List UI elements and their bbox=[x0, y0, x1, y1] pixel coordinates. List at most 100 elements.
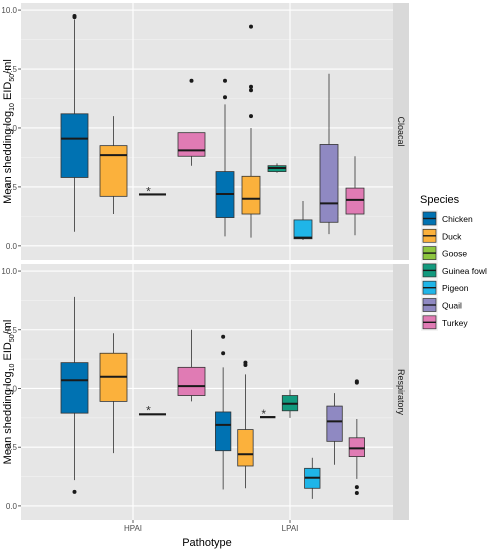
box-lpai-turkey bbox=[345, 156, 365, 236]
outlier-point bbox=[249, 114, 253, 119]
legend-item: Chicken bbox=[421, 210, 473, 227]
outlier-point bbox=[249, 88, 253, 93]
box-body bbox=[348, 437, 365, 457]
box-hpai-duck bbox=[99, 116, 128, 215]
box-body bbox=[345, 187, 365, 215]
legend-item: Quail bbox=[421, 296, 462, 314]
y-tick-label: 5.0 bbox=[6, 124, 18, 133]
box-body bbox=[237, 429, 254, 467]
box-lpai-pigeon bbox=[293, 201, 313, 240]
legend-title: Species bbox=[420, 194, 460, 206]
x-axis-title: Pathotype bbox=[182, 537, 232, 549]
y-tick-label: 10.0 bbox=[1, 6, 17, 15]
box-body bbox=[60, 362, 89, 414]
y-axis-title-part: 10 bbox=[9, 103, 16, 111]
outlier-point bbox=[354, 485, 359, 490]
box-lpai-duck bbox=[241, 24, 261, 238]
panels: 0.0 2.5 5.0 7.5 10.0 Cloacal * 0.0 2.5 5.0 7.5 10.0… bbox=[1, 3, 409, 520]
outlier-point bbox=[189, 78, 194, 83]
x-tick-label: HPAI bbox=[124, 524, 142, 533]
box-lpai-chicken bbox=[215, 78, 235, 237]
strip-label: Respiratory bbox=[396, 369, 406, 416]
y-tick-label: 5.0 bbox=[6, 384, 18, 393]
box-lpai-quail bbox=[319, 73, 339, 235]
legend-label: Quail bbox=[442, 301, 462, 311]
outlier-point bbox=[223, 95, 227, 100]
y-tick-label: 0.0 bbox=[6, 502, 18, 511]
box-hpai-chicken bbox=[60, 13, 89, 232]
y-axis-title-part: /ml bbox=[2, 59, 14, 74]
y-tick-label: 10.0 bbox=[1, 267, 17, 276]
legend-label: Goose bbox=[442, 249, 467, 259]
x-axis: HPAI LPAI Pathotype bbox=[124, 520, 298, 549]
outlier-point bbox=[243, 360, 248, 365]
box-body bbox=[60, 113, 89, 178]
legend-label: Turkey bbox=[442, 318, 468, 328]
legend-item: Turkey bbox=[421, 313, 468, 331]
legend-label: Duck bbox=[442, 231, 462, 241]
box-lpai-guinea-fowl bbox=[281, 389, 299, 418]
y-tick-label: 7.5 bbox=[6, 326, 18, 335]
legend-item: Goose bbox=[421, 244, 467, 262]
legend-item: Guinea fowl bbox=[421, 261, 487, 279]
outlier-point bbox=[249, 84, 253, 89]
outlier-point bbox=[221, 351, 226, 356]
x-tick-label: LPAI bbox=[282, 524, 299, 533]
panel-cloacal: 0.0 2.5 5.0 7.5 10.0 Cloacal * bbox=[1, 3, 409, 260]
box-hpai-turkey bbox=[177, 78, 206, 166]
box-hpai-duck bbox=[99, 333, 128, 454]
box-lpai-duck bbox=[237, 360, 254, 489]
box-hpai-chicken bbox=[60, 296, 89, 494]
outlier-point bbox=[72, 13, 77, 18]
y-tick-label: 7.5 bbox=[6, 65, 18, 74]
y-axis-title-part: EID bbox=[2, 342, 14, 363]
box-body bbox=[99, 145, 128, 197]
outlier-point bbox=[354, 379, 359, 384]
box-lpai-turkey bbox=[348, 379, 365, 495]
outlier-point bbox=[223, 78, 227, 83]
panel-respiratory: 0.0 2.5 5.0 7.5 10.0 Respiratory * * bbox=[1, 264, 409, 520]
outlier-point bbox=[354, 490, 359, 495]
box-lpai-chicken bbox=[215, 334, 232, 490]
y-axis-title: Mean shedding log10 EID50/ml bbox=[2, 59, 16, 204]
box-hpai-turkey bbox=[177, 329, 206, 402]
legend-label: Pigeon bbox=[442, 283, 469, 293]
outlier-point bbox=[221, 334, 226, 339]
legend-label: Chicken bbox=[442, 214, 473, 224]
significance-star: * bbox=[146, 184, 151, 198]
box-body bbox=[241, 175, 261, 215]
y-axis-title-part: /ml bbox=[2, 320, 14, 335]
y-axis-title-part: EID bbox=[2, 82, 14, 103]
box-body bbox=[293, 219, 313, 240]
legend-label: Guinea fowl bbox=[442, 266, 487, 276]
y-axis-title-part: 10 bbox=[9, 363, 16, 371]
box-lpai-pigeon bbox=[304, 457, 321, 499]
strip-label: Cloacal bbox=[396, 116, 406, 146]
strip-background bbox=[393, 264, 409, 520]
box-lpai-quail bbox=[326, 393, 343, 465]
y-axis-title-part: 50 bbox=[9, 334, 16, 342]
y-tick-label: 0.0 bbox=[6, 242, 18, 251]
box-body bbox=[326, 405, 343, 442]
box-body bbox=[177, 132, 206, 157]
legend: Species Chicken Duck Goose Guinea fowl Pigeon… bbox=[420, 194, 487, 331]
legend-item: Pigeon bbox=[421, 279, 469, 297]
significance-star: * bbox=[146, 404, 151, 418]
y-axis-title: Mean shedding log10 EID50/ml bbox=[2, 320, 16, 465]
box-body bbox=[319, 144, 339, 223]
y-axis-title-part: Mean shedding log bbox=[2, 371, 14, 464]
legend-item: Duck bbox=[421, 227, 462, 245]
y-tick-label: 2.5 bbox=[6, 443, 18, 452]
y-axis-title-part: 50 bbox=[9, 74, 16, 82]
outlier-point bbox=[72, 489, 77, 494]
box-lpai-guinea-fowl bbox=[267, 163, 287, 173]
box-body bbox=[215, 411, 232, 452]
outlier-point bbox=[249, 24, 253, 29]
y-axis-title-part: Mean shedding log bbox=[2, 111, 14, 204]
box-body bbox=[177, 366, 206, 396]
strip-background bbox=[393, 3, 409, 260]
y-tick-label: 2.5 bbox=[6, 183, 18, 192]
significance-star: * bbox=[261, 407, 266, 421]
